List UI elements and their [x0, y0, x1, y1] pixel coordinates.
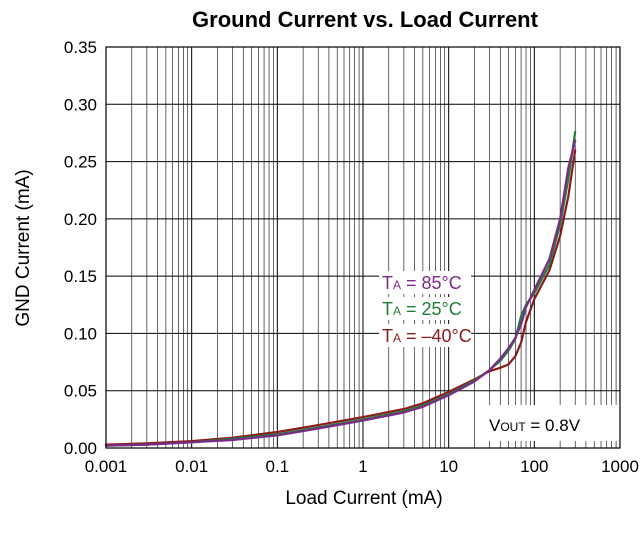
- legend-entry-rest: = 85°C: [401, 273, 462, 293]
- x-tick-labels: 0.001 0.01 0.1 1 10 100 1000: [85, 457, 639, 476]
- y-tick-label: 0.15: [64, 267, 97, 286]
- vout-rest: = 0.8V: [526, 416, 581, 435]
- x-tick-label: 0.001: [85, 457, 128, 476]
- legend-entry: TA = 85°C: [382, 273, 462, 293]
- vout-annotation: VOUT = 0.8V: [479, 405, 619, 441]
- y-tick-label: 0.25: [64, 153, 97, 172]
- legend-entry-rest: = –40°C: [401, 326, 472, 346]
- legend-entry-sub: A: [393, 304, 401, 318]
- legend-entry-sub: A: [393, 331, 401, 345]
- vout-annotation-box: [479, 405, 619, 441]
- series-line-2: [104, 139, 577, 447]
- y-tick-label: 0.05: [64, 382, 97, 401]
- y-axis-label: GND Current (mA): [13, 169, 34, 326]
- x-tick-label: 1: [358, 457, 367, 476]
- x-tick-label: 1000: [601, 457, 639, 476]
- vout-main: V: [489, 416, 501, 435]
- chart-title: Ground Current vs. Load Current: [192, 7, 539, 32]
- y-tick-label: 0.30: [64, 95, 97, 114]
- x-tick-label: 0.01: [175, 457, 208, 476]
- legend-entry: TA = 25°C: [382, 299, 462, 319]
- legend-entry: TA = –40°C: [382, 326, 472, 346]
- series-line-0: [104, 149, 577, 446]
- y-tick-label: 0.10: [64, 324, 97, 343]
- y-tick-label: 0.20: [64, 210, 97, 229]
- y-tick-label: 0.35: [64, 38, 97, 57]
- x-tick-label: 0.1: [266, 457, 290, 476]
- legend-entry-bg: [379, 271, 471, 294]
- legend-entry-sub: A: [393, 278, 401, 292]
- grid: [105, 46, 620, 449]
- y-tick-labels: 0.00 0.05 0.10 0.15 0.20 0.25 0.30 0.35: [64, 38, 97, 458]
- series-line-1: [104, 130, 577, 447]
- svg-text:VOUT = 0.8V: VOUT = 0.8V: [489, 416, 581, 435]
- series-lines: [104, 130, 577, 447]
- legend-entry-main: T: [382, 299, 393, 319]
- legend: TA = 85°CTA = 25°CTA = –40°C: [379, 271, 472, 347]
- vout-sub: OUT: [500, 420, 526, 434]
- legend-entry-main: T: [382, 326, 393, 346]
- legend-entry-rest: = 25°C: [401, 299, 462, 319]
- x-axis-label: Load Current (mA): [285, 488, 442, 509]
- legend-entry-bg: [379, 297, 471, 320]
- y-tick-label: 0.00: [64, 439, 97, 458]
- x-tick-label: 10: [439, 457, 458, 476]
- legend-entry-main: T: [382, 273, 393, 293]
- legend-entry-bg: [379, 324, 471, 347]
- plot-frame: [105, 46, 621, 449]
- x-tick-label: 100: [520, 457, 548, 476]
